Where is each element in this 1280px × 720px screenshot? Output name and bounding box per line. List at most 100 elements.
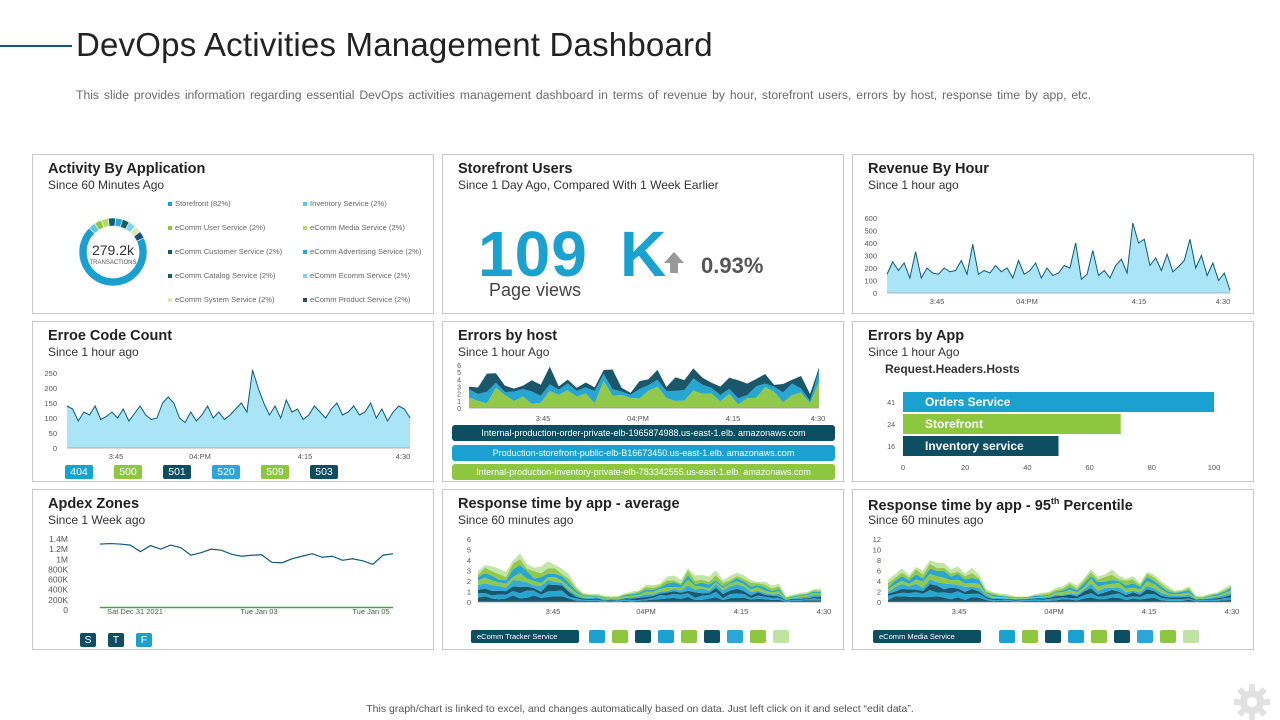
host-area-series — [469, 380, 819, 408]
bar-label: Storefront — [925, 417, 983, 431]
legend-label: eComm Ecomm Service (2%) — [310, 271, 411, 280]
apdex-zone-badge[interactable]: S — [80, 633, 96, 647]
donut-legend-item: eComm Ecomm Service (2%) — [303, 271, 410, 280]
host-area-series — [469, 366, 819, 401]
error-code-badge[interactable]: 520 — [212, 465, 240, 479]
legend-dot — [168, 202, 172, 206]
host-bar[interactable]: Production-storefront-public-elb-B166734… — [452, 445, 835, 461]
legend-color-square[interactable] — [773, 630, 789, 643]
legend-color-square[interactable] — [704, 630, 720, 643]
y-tick-label: 0 — [53, 444, 57, 453]
legend-color-square[interactable] — [1137, 630, 1153, 643]
error-code-badge[interactable]: 404 — [65, 465, 93, 479]
legend-label: eComm Customer Service (2%) — [175, 247, 283, 256]
arrow-up-icon — [664, 252, 684, 273]
legend-label: eComm Catalog Service (2%) — [175, 271, 276, 280]
y-tick-label: 3 — [467, 567, 471, 576]
legend-dot — [303, 274, 307, 278]
x-tick-label: 4:15 — [298, 452, 313, 461]
error-code-badge[interactable]: 501 — [163, 465, 191, 479]
stacked-area-series — [888, 590, 1231, 602]
error-code-badge[interactable]: 509 — [261, 465, 289, 479]
legend-dot — [168, 226, 172, 230]
host-bar[interactable]: Internal-production-order-private-elb-19… — [452, 425, 835, 441]
panel-title: Erroe Code Count — [48, 328, 173, 344]
legend-dot — [303, 226, 307, 230]
stacked-area-series — [478, 580, 821, 601]
donut-legend-item: eComm Customer Service (2%) — [168, 247, 282, 256]
panel-subtitle: Since 1 hour ago — [48, 345, 139, 359]
x-tick-label: 4:30 — [396, 452, 411, 461]
stacked-area-series — [478, 590, 821, 602]
legend-service-label[interactable]: eComm Media Service — [873, 630, 981, 643]
y-tick-label: 8 — [877, 556, 881, 565]
y-tick-label: 1 — [467, 588, 471, 597]
legend-color-square[interactable] — [1160, 630, 1176, 643]
donut-center-label: TRANSACTIONS — [89, 260, 136, 266]
legend-color-square[interactable] — [999, 630, 1015, 643]
apdex-zone-badge[interactable]: F — [136, 633, 152, 647]
legend-service-label[interactable]: eComm Tracker Service — [471, 630, 579, 643]
x-tick-label: 04:PM — [1016, 297, 1038, 306]
legend-color-square[interactable] — [1091, 630, 1107, 643]
y-tick-label: 10 — [873, 546, 881, 555]
storefront-change: 0.93% — [701, 253, 764, 278]
y-tick-label: 200 — [44, 384, 57, 393]
donut-legend-item: eComm User Service (2%) — [168, 223, 265, 232]
x-tick-label: 3:45 — [536, 414, 551, 423]
donut-slice — [133, 231, 145, 242]
panel-title: Revenue By Hour — [868, 161, 989, 177]
legend-color-square[interactable] — [1183, 630, 1199, 643]
y-tick-label: 250 — [44, 369, 57, 378]
stacked-area-series — [888, 579, 1231, 600]
y-tick-label: 600 — [864, 214, 877, 223]
panel-subtitle: Since 60 minutes ago — [868, 513, 984, 527]
panel-title: Apdex Zones — [48, 496, 140, 512]
legend-color-square[interactable] — [1045, 630, 1061, 643]
bar-row-label: 41 — [887, 400, 895, 407]
legend-color-square[interactable] — [727, 630, 743, 643]
donut-legend-item: Inventory Service (2%) — [303, 199, 387, 208]
error-code-badge[interactable]: 500 — [114, 465, 142, 479]
legend-color-square[interactable] — [750, 630, 766, 643]
y-tick-label: 12 — [873, 535, 881, 544]
panel-subtitle: Since 60 Minutes Ago — [48, 178, 165, 192]
storefront-unit: K — [620, 218, 667, 290]
legend-color-square[interactable] — [1114, 630, 1130, 643]
x-tick-label: 60 — [1085, 463, 1093, 472]
apdex-zone-badge[interactable]: T — [108, 633, 124, 647]
legend-color-square[interactable] — [658, 630, 674, 643]
y-tick-label: 50 — [49, 429, 57, 438]
legend-color-square[interactable] — [589, 630, 605, 643]
gear-icon[interactable] — [1233, 683, 1271, 720]
y-tick-label: 600K — [48, 575, 68, 585]
donut-slice — [107, 217, 116, 227]
legend-color-square[interactable] — [1068, 630, 1084, 643]
error-code-badge[interactable]: 503 — [310, 465, 338, 479]
bar-row-label: 16 — [887, 444, 895, 451]
y-tick-label: 1.4M — [49, 534, 68, 544]
host-bar[interactable]: Internal-production-inventory-private-el… — [452, 464, 835, 480]
legend-color-square[interactable] — [1022, 630, 1038, 643]
legend-color-square[interactable] — [635, 630, 651, 643]
title-accent-line — [0, 45, 72, 47]
legend-color-square[interactable] — [612, 630, 628, 643]
y-tick-label: 0 — [877, 598, 881, 607]
error-code-chart: 250 200 150 100 50 0 3:45 04:PM 4:15 4:30 — [44, 369, 411, 461]
legend-dot — [168, 298, 172, 302]
donut-slice — [78, 219, 148, 287]
panel-storefront-users: Storefront Users Since 1 Day Ago, Compar… — [442, 154, 844, 314]
panel-subtitle: Since 1 hour ago — [868, 178, 959, 192]
legend-label: eComm Advertising Service (2%) — [310, 247, 422, 256]
x-tick-label: 4:15 — [734, 607, 749, 616]
legend-color-square[interactable] — [681, 630, 697, 643]
legend-dot — [303, 202, 307, 206]
bar-label: Orders Service — [925, 395, 1011, 409]
donut-center-value: 279.2k — [92, 242, 135, 258]
stacked-area-series — [888, 573, 1231, 600]
x-tick-label: 100 — [1208, 463, 1221, 472]
panel-subtitle: Since 1 hour Ago — [868, 345, 960, 359]
panel-response-time-average: Response time by app - average Since 60 … — [442, 489, 844, 650]
donut-legend-item: eComm Media Service (2%) — [303, 223, 405, 232]
y-tick-label: 4 — [457, 377, 461, 384]
